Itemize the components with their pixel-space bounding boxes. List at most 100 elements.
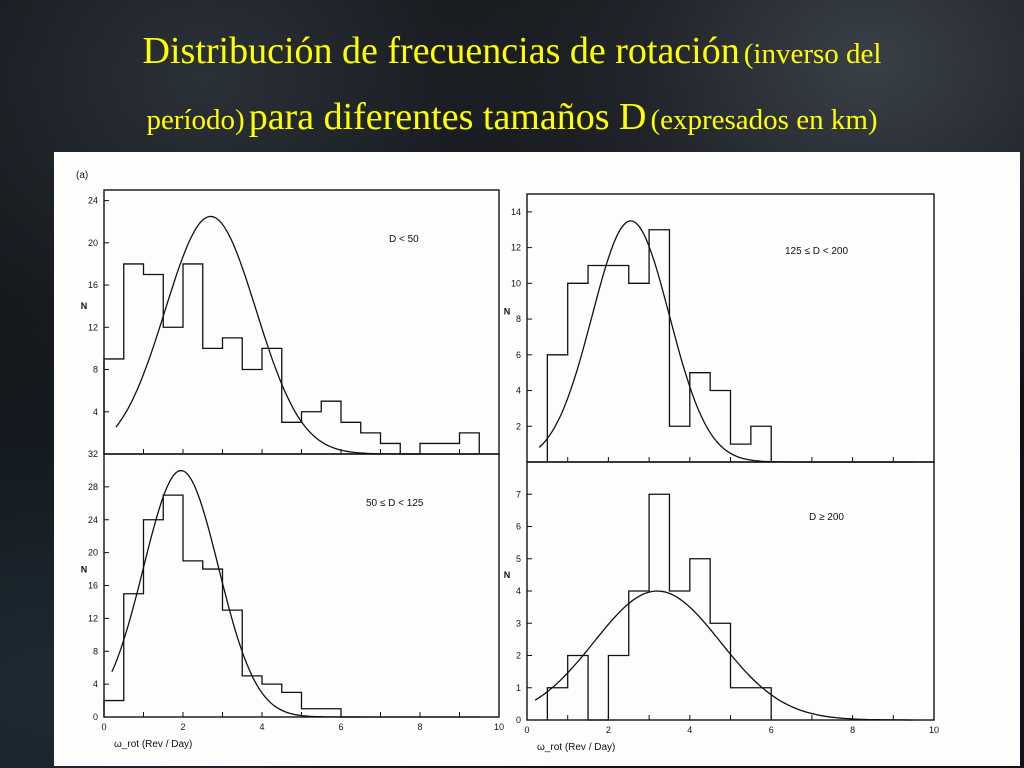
fit-curve: [115, 215, 480, 455]
fit-curve: [534, 590, 914, 721]
histogram-bar: [751, 426, 771, 462]
histogram-bar: [104, 359, 124, 454]
y-tick-label: 4: [516, 386, 521, 396]
x-tick-label: 0: [101, 722, 106, 732]
x-tick-label: 0: [524, 725, 529, 735]
x-tick-label: 2: [606, 725, 611, 735]
histogram-bar: [104, 701, 124, 717]
histogram-bar: [223, 338, 243, 454]
fit-curve: [111, 469, 480, 718]
histogram-bar: [568, 656, 588, 721]
panel-frame: [103, 453, 500, 718]
panel-size-label: 50 ≤ D < 125: [366, 498, 424, 509]
y-tick-label: 16: [88, 581, 98, 591]
title-part-3: período): [146, 104, 245, 136]
y-tick-label: 20: [88, 238, 98, 248]
histogram-bars: [546, 493, 772, 721]
y-tick-label: 3: [516, 618, 521, 628]
histogram-bar: [144, 520, 164, 717]
y-axis-label: N: [81, 301, 88, 311]
y-tick-label: 14: [511, 207, 521, 217]
histogram-bars: [546, 229, 772, 462]
y-tick-label: 12: [511, 243, 521, 253]
histogram-bar: [361, 433, 381, 454]
histogram-bar: [262, 348, 282, 454]
title-part-1: Distribución de frecuencias de rotación: [142, 30, 740, 72]
title-part-4: para diferentes tamaños D: [248, 96, 647, 138]
x-tick-label: 2: [180, 722, 185, 732]
histogram-bar: [629, 283, 649, 462]
slide-title: Distribución de frecuencias de rotación …: [0, 22, 1024, 154]
y-tick-label: 24: [88, 196, 98, 206]
histogram-bar: [124, 264, 144, 454]
histogram-bar: [547, 688, 567, 720]
y-axis-label: N: [81, 564, 88, 574]
histogram-bar: [163, 327, 183, 454]
histogram-bars: [103, 263, 480, 455]
panel-label: (a): [76, 170, 88, 181]
histogram-bar: [440, 443, 460, 454]
fit-curve: [538, 220, 914, 463]
histogram-bar: [321, 401, 341, 454]
x-tick-label: 10: [929, 725, 939, 735]
title-part-5: (expresados en km): [650, 104, 878, 136]
histogram-bar: [547, 355, 567, 462]
x-tick-label: 6: [769, 725, 774, 735]
x-tick-label: 6: [338, 722, 343, 732]
y-tick-label: 8: [516, 314, 521, 324]
histogram-bar: [381, 443, 401, 454]
histogram-bar: [608, 265, 628, 462]
y-tick-label: 1: [516, 683, 521, 693]
panel-size-label: D ≥ 200: [809, 512, 844, 523]
histogram-bar: [460, 433, 480, 454]
y-axis-label: N: [504, 570, 511, 580]
histogram-bar: [163, 495, 183, 717]
y-tick-label: 8: [93, 646, 98, 656]
y-tick-label: 20: [88, 548, 98, 558]
histogram-bar: [710, 623, 730, 720]
y-tick-label: 0: [516, 715, 521, 725]
histogram-bar: [144, 274, 164, 454]
x-tick-label: 8: [417, 722, 422, 732]
histogram-bar: [629, 591, 649, 720]
y-tick-label: 24: [88, 515, 98, 525]
histogram-bar: [341, 422, 361, 454]
histogram-bar: [669, 591, 689, 720]
x-axis-label: ω_rot (Rev / Day): [114, 739, 192, 750]
panel-size-label: D < 50: [389, 234, 419, 245]
histogram-bars: [103, 494, 361, 718]
histogram-bar: [649, 230, 669, 462]
y-tick-label: 7: [516, 489, 521, 499]
histogram-bar: [608, 656, 628, 721]
histogram-bar: [649, 494, 669, 720]
x-tick-label: 4: [259, 722, 264, 732]
histogram-bar: [568, 283, 588, 462]
y-tick-label: 16: [88, 280, 98, 290]
histogram-bar: [690, 373, 710, 462]
y-tick-label: 28: [88, 482, 98, 492]
y-tick-label: 4: [93, 679, 98, 689]
y-tick-label: 8: [93, 365, 98, 375]
histogram-figure: (a) 4 8 12 16 20 24 N D < 50 0 4 8 12 16 20 24 28 32 0 2 4 6…: [54, 152, 1020, 766]
histogram-bar: [731, 688, 751, 720]
histogram-bar: [203, 569, 223, 717]
y-tick-label: 2: [516, 651, 521, 661]
histogram-bar: [124, 594, 144, 717]
histogram-bar: [242, 676, 262, 717]
y-tick-label: 32: [88, 449, 98, 459]
y-tick-label: 12: [88, 613, 98, 623]
y-tick-label: 4: [93, 407, 98, 417]
y-tick-label: 5: [516, 554, 521, 564]
x-tick-label: 8: [850, 725, 855, 735]
histogram-bar: [183, 561, 203, 717]
histogram-bar: [669, 426, 689, 462]
title-part-2: (inverso del: [743, 38, 882, 70]
histogram-bar: [183, 264, 203, 454]
y-tick-label: 4: [516, 586, 521, 596]
y-tick-label: 12: [88, 322, 98, 332]
y-tick-label: 0: [93, 712, 98, 722]
x-tick-label: 10: [494, 722, 504, 732]
histogram-bar: [420, 443, 440, 454]
histogram-bar: [242, 370, 262, 454]
